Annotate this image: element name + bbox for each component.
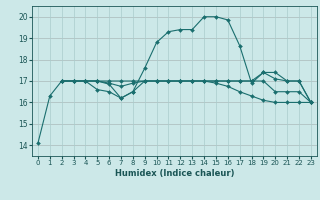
X-axis label: Humidex (Indice chaleur): Humidex (Indice chaleur) (115, 169, 234, 178)
